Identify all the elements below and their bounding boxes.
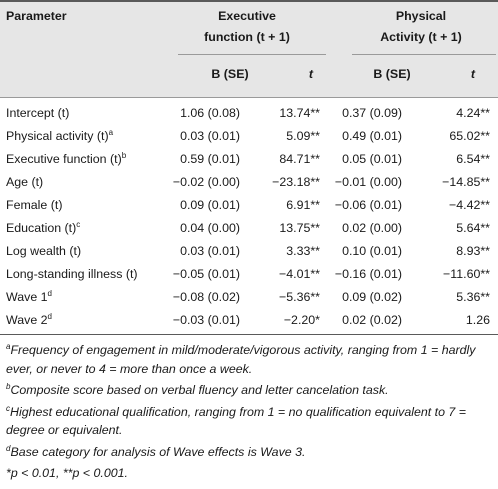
param-cell: Female (t) [6, 198, 63, 212]
b-se-executive-cell: −0.08 (0.02) [172, 290, 240, 304]
header-b-se-physical: B (SE) [373, 67, 411, 81]
t-executive-cell: 84.71** [279, 152, 320, 166]
footnote-d: dBase category for analysis of Wave effe… [6, 443, 306, 459]
t-physical-cell: 4.24** [456, 106, 490, 120]
param-cell: Age (t) [6, 175, 44, 189]
header-executive-function-line2: function (t + 1) [204, 30, 290, 44]
header-physical-activity-line2: Activity (t + 1) [380, 30, 462, 44]
header-executive-function: Executive function (t + 1) [172, 6, 322, 48]
table-header: Parameter Executive function (t + 1) Phy… [0, 0, 498, 98]
b-se-executive-cell: −0.03 (0.01) [172, 313, 240, 327]
header-divider [0, 97, 498, 98]
header-b-se-executive: B (SE) [211, 67, 249, 81]
param-cell: Education (t)c [6, 219, 81, 235]
table-row: Long-standing illness (t) −0.05 (0.01) −4.… [0, 263, 498, 286]
t-physical-cell: 5.64** [456, 221, 490, 235]
t-physical-cell: −14.85** [442, 175, 490, 189]
param-cell: Physical activity (t)a [6, 127, 114, 143]
table-row: Executive function (t)b 0.59 (0.01) 84.71*… [0, 148, 498, 171]
footnote-marker: a [108, 127, 114, 137]
table-row: Female (t) 0.09 (0.01) 6.91** −0.06 (0.01) −… [0, 194, 498, 217]
footnote-marker: b [121, 150, 127, 160]
b-se-executive-cell: 0.03 (0.01) [180, 129, 240, 143]
footnote-b: bComposite score based on verbal fluency… [6, 381, 389, 397]
param-cell: Intercept (t) [6, 106, 70, 120]
param-cell: Executive function (t)b [6, 150, 127, 166]
footnote-a: aFrequency of engagement in mild/moderat… [6, 341, 476, 376]
param-cell: Wave 1d [6, 288, 52, 304]
table-row: Log wealth (t) 0.03 (0.01) 3.33** 0.10 (0.0… [0, 240, 498, 263]
b-se-physical-cell: −0.06 (0.01) [334, 198, 402, 212]
b-se-physical-cell: 0.02 (0.00) [342, 221, 402, 235]
table-row: Intercept (t) 1.06 (0.08) 13.74** 0.37 (0.0… [0, 102, 498, 125]
table-row: Age (t) −0.02 (0.00) −23.18** −0.01 (0.00) −… [0, 171, 498, 194]
t-physical-cell: −11.60** [443, 267, 490, 281]
b-se-physical-cell: 0.10 (0.01) [342, 244, 402, 258]
table-row: Wave 2d −0.03 (0.01) −2.20* 0.02 (0.02) 1.26 [0, 309, 498, 332]
b-se-physical-cell: 0.05 (0.01) [342, 152, 402, 166]
table-footnotes: aFrequency of engagement in mild/moderat… [0, 335, 498, 483]
table-row: Physical activity (t)a 0.03 (0.01) 5.09** 0… [0, 125, 498, 148]
header-physical-activity-line1: Physical [395, 9, 447, 23]
b-se-physical-cell: 0.02 (0.02) [342, 313, 402, 327]
t-executive-cell: −23.18** [272, 175, 320, 189]
t-physical-cell: 6.54** [456, 152, 490, 166]
b-se-executive-cell: 1.06 (0.08) [180, 106, 240, 120]
b-se-executive-cell: 0.09 (0.01) [180, 198, 240, 212]
b-se-physical-cell: −0.01 (0.00) [334, 175, 402, 189]
t-physical-cell: 5.36** [456, 290, 490, 304]
footnote-significance: *p < 0.01, **p < 0.001. [6, 466, 128, 480]
table-row: Wave 1d −0.08 (0.02) −5.36** 0.09 (0.02) 5.3… [0, 286, 498, 309]
footnote-marker: d [47, 311, 52, 321]
param-cell: Long-standing illness (t) [6, 267, 138, 281]
header-t-physical: t [470, 67, 476, 81]
param-cell: Log wealth (t) [6, 244, 82, 258]
t-physical-cell: −4.42** [449, 198, 490, 212]
t-executive-cell: 6.91** [286, 198, 320, 212]
b-se-physical-cell: 0.49 (0.01) [342, 129, 402, 143]
t-physical-cell: 65.02** [449, 129, 490, 143]
b-se-physical-cell: 0.09 (0.02) [342, 290, 402, 304]
t-executive-cell: 5.09** [286, 129, 320, 143]
header-physical-activity: Physical Activity (t + 1) [346, 6, 496, 48]
b-se-physical-cell: −0.16 (0.01) [334, 267, 402, 281]
t-executive-cell: 3.33** [286, 244, 320, 258]
header-parameter: Parameter [6, 9, 67, 23]
b-se-executive-cell: −0.02 (0.00) [172, 175, 240, 189]
header-underline-physical [352, 54, 496, 55]
b-se-executive-cell: 0.04 (0.00) [180, 221, 240, 235]
b-se-physical-cell: 0.37 (0.09) [342, 106, 402, 120]
header-executive-function-line1: Executive [218, 9, 276, 23]
t-physical-cell: 1.26 [465, 313, 490, 327]
table-bottom-rule [0, 334, 498, 335]
footnote-marker: d [47, 288, 52, 298]
b-se-executive-cell: −0.05 (0.01) [172, 267, 240, 281]
t-executive-cell: −5.36** [279, 290, 320, 304]
table-body: Intercept (t) 1.06 (0.08) 13.74** 0.37 (0.0… [0, 102, 498, 332]
footnote-c: cHighest educational qualification, rang… [6, 403, 466, 437]
t-physical-cell: 8.93** [456, 244, 490, 258]
header-t-executive: t [308, 67, 314, 81]
t-executive-cell: 13.75** [279, 221, 320, 235]
b-se-executive-cell: 0.59 (0.01) [180, 152, 240, 166]
b-se-executive-cell: 0.03 (0.01) [180, 244, 240, 258]
table-row: Education (t)c 0.04 (0.00) 13.75** 0.02 (0.… [0, 217, 498, 240]
t-executive-cell: 13.74** [279, 106, 320, 120]
t-executive-cell: −2.20* [283, 313, 320, 327]
header-underline-executive [178, 54, 326, 55]
t-executive-cell: −4.01** [279, 267, 320, 281]
param-cell: Wave 2d [6, 311, 52, 327]
footnote-marker: c [76, 219, 81, 229]
